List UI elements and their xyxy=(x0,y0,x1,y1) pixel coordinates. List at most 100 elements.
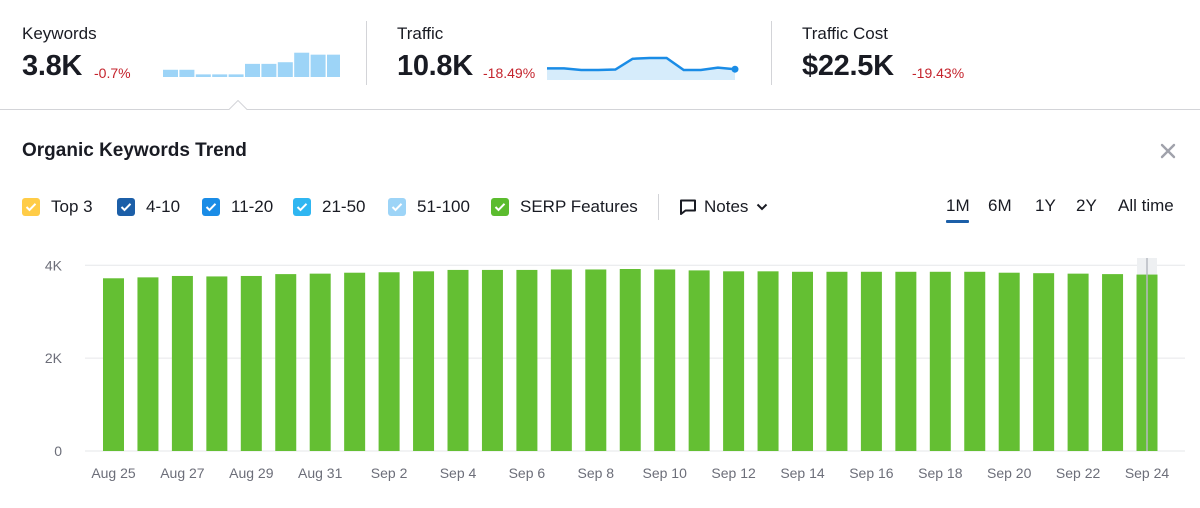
spark-bar xyxy=(277,62,293,77)
bar[interactable] xyxy=(998,272,1020,451)
x-tick-label: Sep 8 xyxy=(578,465,615,481)
panel-title: Organic Keywords Trend xyxy=(22,140,247,161)
traffic-sparkline xyxy=(547,56,739,80)
bar[interactable] xyxy=(206,276,228,451)
legend-label: 4-10 xyxy=(146,197,181,216)
bar[interactable] xyxy=(1102,274,1124,451)
spark-area xyxy=(547,58,735,80)
x-tick-label: Sep 18 xyxy=(918,465,963,481)
bar[interactable] xyxy=(929,271,951,451)
x-tick-label: Sep 22 xyxy=(1056,465,1101,481)
x-tick-label: Aug 31 xyxy=(298,465,343,481)
check-icon[interactable] xyxy=(117,198,135,216)
spark-line xyxy=(547,56,736,72)
bar[interactable] xyxy=(447,269,469,451)
metric-delta: -19.43% xyxy=(912,65,965,81)
x-tick-label: Sep 6 xyxy=(509,465,546,481)
check-icon[interactable] xyxy=(22,198,40,216)
legend-top3[interactable]: Top 3 xyxy=(22,196,93,218)
bar[interactable] xyxy=(171,275,193,451)
bar[interactable] xyxy=(792,271,813,451)
spark-bar xyxy=(245,63,260,77)
x-tick-label: Sep 20 xyxy=(987,465,1032,481)
active-tab-indicator xyxy=(946,220,969,223)
organic-keywords-chart: 0 2K 4K Aug 25 Aug 27 Aug 29 Aug 31 Sep 2 Sep 4 S… xyxy=(45,257,1185,481)
check-icon[interactable] xyxy=(388,198,406,216)
x-tick-label: Sep 10 xyxy=(643,465,688,481)
check-icon[interactable] xyxy=(491,198,509,216)
tab-2y[interactable]: 2Y xyxy=(1076,196,1097,215)
metric-keywords[interactable]: Keywords 3.8K -0.7% xyxy=(22,0,352,110)
legend-51-100[interactable]: 51-100 xyxy=(388,196,470,218)
legend-11-20[interactable]: 11-20 xyxy=(202,196,273,218)
spark-bar xyxy=(228,74,244,77)
metric-traffic[interactable]: Traffic 10.8K -18.49% xyxy=(397,0,747,110)
x-tick-label: Sep 16 xyxy=(849,465,894,481)
bar[interactable] xyxy=(309,273,331,451)
legend-serp-features[interactable]: SERP Features xyxy=(491,196,638,218)
x-tick-label: Sep 14 xyxy=(780,465,825,481)
legend-label: 21-50 xyxy=(322,197,366,216)
metric-traffic-cost[interactable]: Traffic Cost $22.5K -19.43% xyxy=(802,0,1102,110)
bar[interactable] xyxy=(826,271,848,451)
bar[interactable] xyxy=(964,271,986,451)
spark-bar xyxy=(310,54,326,77)
bar[interactable] xyxy=(723,271,745,451)
bar[interactable] xyxy=(654,269,676,451)
check-icon[interactable] xyxy=(293,198,311,216)
bar[interactable] xyxy=(481,269,503,451)
legend-label: 11-20 xyxy=(231,197,274,216)
note-icon xyxy=(680,199,696,215)
spark-bar xyxy=(195,74,211,77)
x-tick-label: Sep 2 xyxy=(371,465,408,481)
legend-4-10[interactable]: 4-10 xyxy=(117,196,180,218)
tab-1m[interactable]: 1M xyxy=(946,196,970,215)
bar[interactable] xyxy=(895,271,917,451)
legend-21-50[interactable]: 21-50 xyxy=(293,196,365,218)
close-icon[interactable] xyxy=(1158,141,1178,161)
bar[interactable] xyxy=(344,272,366,451)
metric-delta: -18.49% xyxy=(483,65,536,81)
bar[interactable] xyxy=(413,271,435,451)
bar[interactable] xyxy=(860,271,882,451)
spark-bar xyxy=(327,54,340,77)
check-icon[interactable] xyxy=(202,198,220,216)
tab-6m[interactable]: 6M xyxy=(988,196,1012,215)
spark-bar xyxy=(294,52,310,77)
legend-label: 51-100 xyxy=(417,197,470,216)
bar[interactable] xyxy=(240,275,262,451)
spark-bar xyxy=(212,74,228,77)
notes-dropdown[interactable]: Notes xyxy=(679,196,768,218)
spark-bar xyxy=(261,63,277,77)
bar[interactable] xyxy=(1033,273,1055,451)
bar[interactable] xyxy=(275,274,297,451)
tab-all-time[interactable]: All time xyxy=(1118,196,1174,215)
bar[interactable] xyxy=(757,271,779,451)
keywords-sparkline xyxy=(163,52,340,77)
tab-1y[interactable]: 1Y xyxy=(1035,196,1056,215)
spark-bar xyxy=(179,69,195,77)
y-tick-label: 0 xyxy=(54,443,62,459)
bar[interactable] xyxy=(516,269,538,451)
x-tick-label: Sep 24 xyxy=(1125,465,1170,481)
divider xyxy=(658,194,659,220)
bar[interactable] xyxy=(619,269,641,451)
divider xyxy=(366,21,367,85)
bar[interactable] xyxy=(1067,273,1089,451)
bar[interactable] xyxy=(137,277,159,451)
bar[interactable] xyxy=(550,269,572,451)
metric-label: Keywords xyxy=(22,24,97,43)
bar[interactable] xyxy=(378,272,400,451)
notes-label: Notes xyxy=(704,197,749,216)
x-tick-label: Aug 27 xyxy=(160,465,205,481)
metric-value: 3.8K xyxy=(22,50,83,82)
metrics-bar: Keywords 3.8K -0.7% Traffic 10.8K -18.49… xyxy=(0,0,1200,110)
bar[interactable] xyxy=(688,270,710,451)
pointer-caret-icon xyxy=(228,100,248,111)
legend-label: Top 3 xyxy=(51,197,93,216)
y-tick-label: 2K xyxy=(45,350,63,366)
bar[interactable] xyxy=(103,278,124,451)
x-tick-label: Sep 12 xyxy=(711,465,756,481)
bar[interactable] xyxy=(585,269,607,451)
legend-label: SERP Features xyxy=(520,197,638,216)
